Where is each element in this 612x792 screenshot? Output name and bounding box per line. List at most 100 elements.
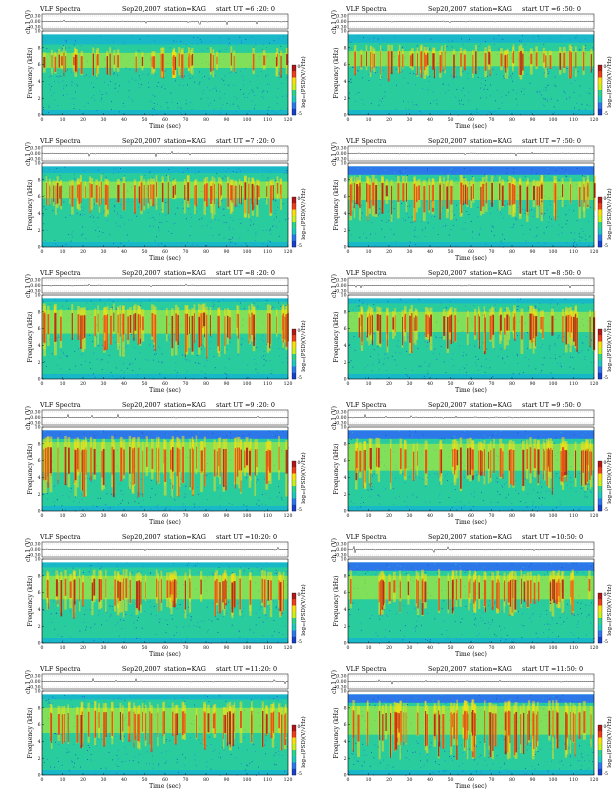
noise-speck — [257, 479, 259, 481]
noise-speck — [73, 103, 75, 105]
noise-speck — [226, 505, 228, 506]
noise-speck — [391, 360, 393, 362]
noise-speck — [159, 110, 161, 111]
noise-speck — [479, 228, 481, 230]
burst-core — [104, 184, 107, 205]
burst-core — [174, 56, 177, 70]
noise-speck — [494, 175, 496, 177]
colorbar-swatch — [292, 461, 296, 468]
noise-speck — [185, 485, 187, 487]
noise-speck — [174, 298, 176, 300]
noise-speck — [161, 361, 163, 363]
noise-speck — [588, 308, 590, 310]
noise-speck — [453, 300, 454, 302]
time-tick-label: 40 — [427, 117, 433, 123]
noise-speck — [173, 40, 175, 42]
burst-core — [80, 56, 83, 74]
ch-tick-label: 0.00 — [30, 415, 40, 421]
noise-speck — [100, 36, 102, 37]
noise-speck — [139, 38, 141, 40]
noise-speck — [526, 178, 527, 179]
noise-speck — [547, 84, 549, 86]
noise-speck — [588, 221, 590, 222]
noise-speck — [186, 94, 188, 95]
noise-speck — [210, 41, 212, 43]
burst-core — [167, 182, 169, 214]
noise-speck — [92, 340, 94, 342]
noise-speck — [440, 92, 442, 94]
noise-speck — [257, 305, 258, 307]
burst-core — [376, 314, 379, 331]
noise-speck — [86, 508, 88, 510]
noise-speck — [535, 306, 537, 308]
noise-speck — [60, 509, 62, 511]
noise-speck — [516, 203, 518, 205]
noise-speck — [226, 349, 228, 350]
noise-speck — [546, 175, 548, 176]
time-tick-label: 80 — [203, 513, 209, 519]
noise-speck — [421, 365, 422, 366]
noise-speck — [410, 203, 412, 205]
noise-speck — [515, 332, 517, 334]
freq-tick-label: 10 — [341, 161, 347, 167]
noise-speck — [197, 37, 199, 39]
noise-speck — [349, 344, 351, 345]
noise-speck — [54, 82, 56, 84]
noise-speck — [568, 471, 570, 472]
noise-speck — [202, 204, 204, 205]
noise-speck — [82, 214, 84, 216]
noise-speck — [268, 83, 270, 85]
burst-core — [360, 54, 363, 68]
noise-speck — [490, 112, 492, 113]
noise-speck — [579, 240, 581, 242]
noise-speck — [419, 335, 420, 337]
noise-speck — [239, 36, 241, 38]
noise-speck — [208, 78, 210, 80]
noise-speck — [578, 233, 580, 235]
noise-speck — [212, 235, 214, 236]
noise-speck — [100, 213, 102, 214]
noise-speck — [62, 305, 64, 307]
colorbar-swatch — [292, 197, 296, 204]
noise-speck — [285, 299, 287, 301]
noise-speck — [117, 378, 119, 380]
noise-speck — [430, 102, 432, 104]
burst-core — [60, 56, 63, 66]
noise-speck — [555, 66, 556, 68]
noise-speck — [453, 341, 455, 343]
colorbar-swatch — [292, 360, 296, 367]
noise-speck — [131, 219, 133, 221]
noise-speck — [237, 205, 238, 207]
noise-speck — [492, 376, 494, 377]
noise-speck — [565, 167, 567, 169]
noise-speck — [118, 215, 120, 217]
burst-core — [453, 54, 455, 78]
burst-core — [74, 450, 77, 481]
noise-speck — [236, 171, 238, 173]
noise-speck — [370, 103, 372, 104]
burst-core — [230, 52, 232, 66]
noise-speck — [54, 485, 56, 487]
burst-core — [106, 185, 109, 210]
noise-speck — [239, 173, 241, 175]
noise-speck — [75, 365, 77, 367]
noise-speck — [230, 306, 232, 307]
noise-speck — [176, 42, 178, 44]
noise-speck — [235, 111, 237, 113]
noise-speck — [585, 221, 587, 223]
noise-speck — [434, 335, 436, 337]
noise-speck — [379, 43, 381, 45]
noise-speck — [576, 168, 578, 169]
burst-core — [349, 184, 352, 216]
noise-speck — [48, 237, 50, 239]
burst-core — [467, 317, 469, 334]
noise-speck — [280, 306, 282, 307]
burst-core — [570, 184, 571, 204]
noise-speck — [254, 240, 256, 241]
noise-speck — [188, 208, 190, 210]
noise-speck — [381, 76, 383, 78]
noise-speck — [88, 76, 90, 78]
noise-speck — [582, 175, 583, 177]
freq-tick-label: 4 — [344, 343, 347, 349]
colorbar-swatch — [598, 102, 602, 109]
